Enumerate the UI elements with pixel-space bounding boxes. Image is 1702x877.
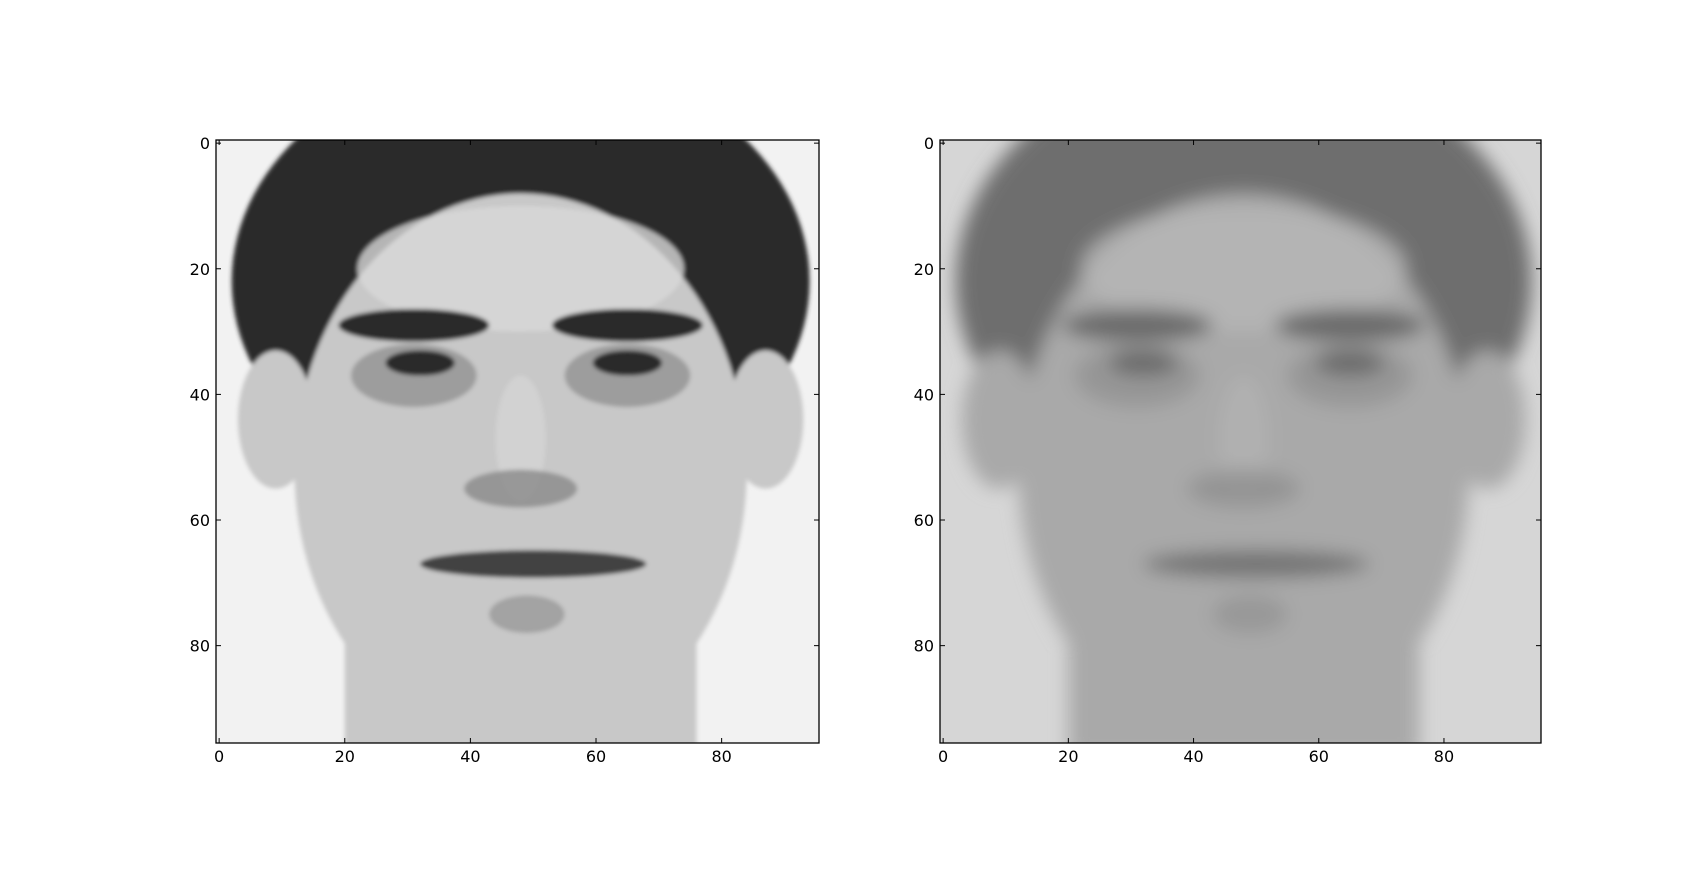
nose-base xyxy=(1187,469,1300,508)
axes-frame xyxy=(939,139,1542,744)
face xyxy=(955,140,1532,743)
x-tick-label: 40 xyxy=(1183,747,1203,766)
x-tick-label: 20 xyxy=(335,747,355,766)
nose-bridge xyxy=(495,375,546,502)
forehead-highlight xyxy=(1080,205,1407,332)
right-eye xyxy=(1315,350,1385,376)
tick-marks xyxy=(216,140,819,743)
face-image-original xyxy=(216,140,819,743)
right-eyebrow xyxy=(552,308,703,342)
chin-shadow xyxy=(489,595,565,634)
y-tick-label: 20 xyxy=(190,260,210,279)
y-tick-label: 0 xyxy=(924,134,934,153)
y-tick-label: 40 xyxy=(190,385,210,404)
y-tick-label: 80 xyxy=(914,637,934,656)
x-tick-label: 40 xyxy=(460,747,480,766)
axes-frame xyxy=(215,139,820,744)
y-tick-label: 80 xyxy=(190,637,210,656)
left-ear xyxy=(237,350,314,489)
left-eyebrow xyxy=(1062,308,1213,342)
nose-base xyxy=(464,469,578,508)
x-tick-label: 80 xyxy=(1434,747,1454,766)
nose-bridge xyxy=(1218,375,1269,502)
tick-marks xyxy=(940,140,1541,743)
x-tick-label: 80 xyxy=(711,747,731,766)
y-tick-label: 60 xyxy=(190,511,210,530)
neck xyxy=(1068,633,1419,743)
right-ear xyxy=(1450,350,1526,489)
face-image-reconstructed xyxy=(940,140,1541,743)
right-eye xyxy=(592,350,662,376)
left-eyebrow xyxy=(338,308,490,342)
y-tick-labels: 0 20 40 60 80 xyxy=(914,134,934,656)
mouth xyxy=(1143,550,1369,578)
neck xyxy=(344,633,697,743)
x-tick-label: 60 xyxy=(586,747,606,766)
y-tick-label: 40 xyxy=(914,385,934,404)
mouth xyxy=(420,550,647,578)
right-ear xyxy=(727,350,804,489)
face xyxy=(231,140,810,743)
x-tick-label: 20 xyxy=(1058,747,1078,766)
x-tick-labels: 0 20 40 60 80 xyxy=(214,747,732,766)
y-tick-label: 0 xyxy=(200,134,210,153)
y-tick-labels: 0 20 40 60 80 xyxy=(190,134,210,656)
x-tick-labels: 0 20 40 60 80 xyxy=(938,747,1454,766)
left-ear xyxy=(961,350,1038,489)
y-tick-label: 20 xyxy=(914,260,934,279)
forehead-highlight xyxy=(357,205,684,332)
axes-reconstructed-image: 0 20 40 60 80 0 20 40 60 80 xyxy=(914,134,1542,766)
y-tick-label: 60 xyxy=(914,511,934,530)
left-eye xyxy=(1109,350,1178,376)
right-eyebrow xyxy=(1274,308,1426,342)
chin-shadow xyxy=(1212,595,1288,634)
x-tick-label: 0 xyxy=(214,747,224,766)
axes-original-image: 0 20 40 60 80 0 20 40 60 80 xyxy=(190,134,820,766)
x-tick-label: 60 xyxy=(1309,747,1329,766)
x-tick-label: 0 xyxy=(938,747,948,766)
left-eye xyxy=(385,350,455,376)
